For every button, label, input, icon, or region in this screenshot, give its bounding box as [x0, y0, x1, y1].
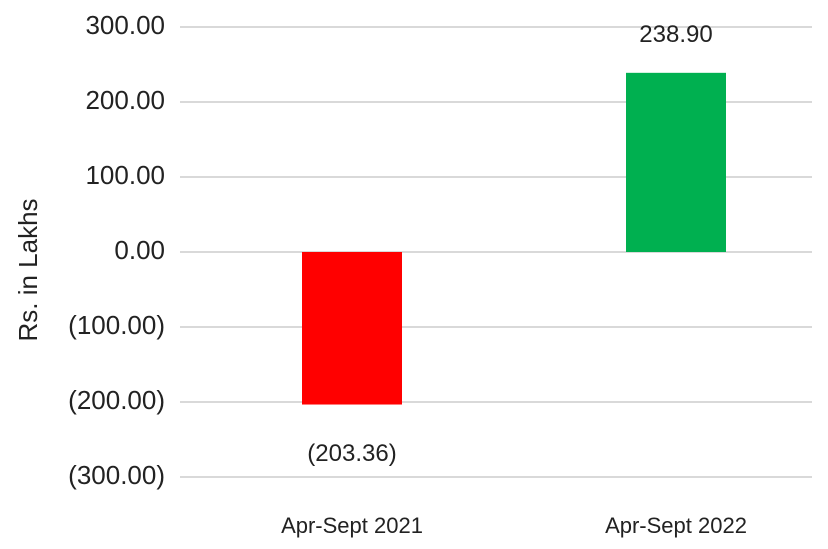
- value-label: (203.36): [307, 440, 396, 467]
- y-tick-label: (200.00): [68, 385, 165, 415]
- x-tick-label: Apr-Sept 2021: [281, 513, 423, 538]
- y-axis-label: Rs. in Lakhs: [13, 198, 43, 341]
- y-tick-label: 100.00: [85, 160, 165, 190]
- bar: [626, 72, 726, 252]
- y-tick-label: 300.00: [85, 10, 165, 40]
- x-tick-label: Apr-Sept 2022: [605, 513, 747, 538]
- y-tick-label: (100.00): [68, 310, 165, 340]
- y-tick-label: (300.00): [68, 460, 165, 490]
- y-tick-label: 200.00: [85, 85, 165, 115]
- y-tick-label: 0.00: [114, 235, 165, 265]
- value-label: 238.90: [639, 21, 712, 48]
- bar: [302, 252, 402, 405]
